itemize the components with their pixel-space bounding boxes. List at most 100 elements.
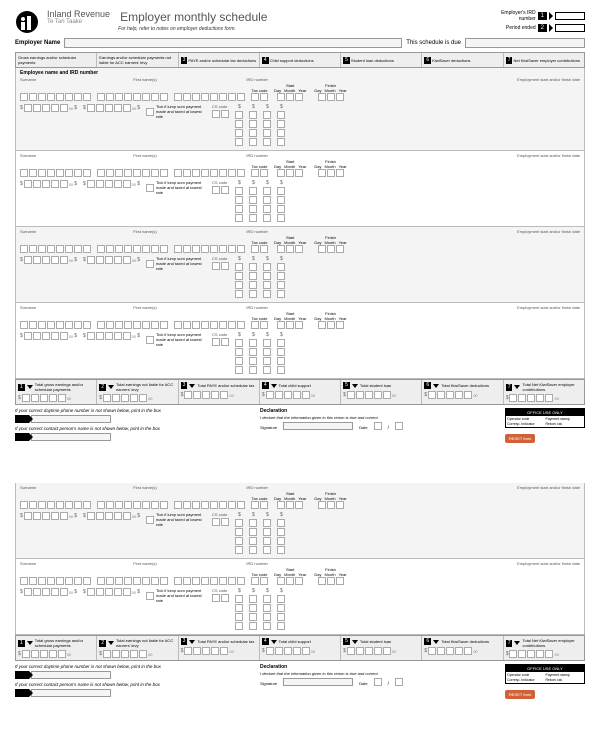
- input-box[interactable]: [249, 272, 257, 280]
- input-box[interactable]: [42, 332, 50, 340]
- input-box[interactable]: [58, 394, 66, 402]
- input-box[interactable]: [51, 588, 59, 596]
- input-box[interactable]: [235, 281, 243, 289]
- input-box[interactable]: [105, 332, 113, 340]
- input-box[interactable]: [97, 245, 105, 253]
- input-box[interactable]: [249, 622, 257, 630]
- input-box[interactable]: [97, 169, 105, 177]
- input-box[interactable]: [33, 588, 41, 596]
- input-box[interactable]: [174, 93, 182, 101]
- input-box[interactable]: [38, 169, 46, 177]
- input-box[interactable]: [20, 321, 28, 329]
- input-box[interactable]: [124, 169, 132, 177]
- input-box[interactable]: [365, 391, 373, 399]
- input-box[interactable]: [235, 595, 243, 603]
- input-box[interactable]: [228, 169, 236, 177]
- employer-name-field[interactable]: [64, 38, 402, 48]
- input-box[interactable]: [151, 93, 159, 101]
- input-box[interactable]: [277, 357, 285, 365]
- input-box[interactable]: [249, 111, 257, 119]
- input-box[interactable]: [24, 256, 32, 264]
- input-box[interactable]: [20, 93, 28, 101]
- input-box[interactable]: [263, 196, 271, 204]
- input-box[interactable]: [124, 245, 132, 253]
- input-box[interactable]: [38, 93, 46, 101]
- input-box[interactable]: [219, 321, 227, 329]
- input-box[interactable]: [263, 129, 271, 137]
- input-box[interactable]: [277, 281, 285, 289]
- input-box[interactable]: [219, 577, 227, 585]
- phone-field-2[interactable]: [31, 671, 111, 679]
- input-box[interactable]: [29, 93, 37, 101]
- input-box[interactable]: [87, 104, 95, 112]
- input-box[interactable]: [40, 650, 48, 658]
- input-box[interactable]: [33, 512, 41, 520]
- input-box[interactable]: [24, 180, 32, 188]
- input-box[interactable]: [212, 186, 220, 194]
- input-box[interactable]: [249, 357, 257, 365]
- input-box[interactable]: [210, 501, 218, 509]
- input-box[interactable]: [60, 588, 68, 596]
- input-box[interactable]: [536, 394, 544, 402]
- input-box[interactable]: [47, 501, 55, 509]
- signature-field[interactable]: [283, 422, 353, 430]
- input-box[interactable]: [277, 263, 285, 271]
- input-box[interactable]: [263, 187, 271, 195]
- input-box[interactable]: [192, 93, 200, 101]
- input-box[interactable]: [235, 357, 243, 365]
- input-box[interactable]: [318, 245, 326, 253]
- input-box[interactable]: [228, 501, 236, 509]
- input-box[interactable]: [545, 394, 553, 402]
- input-box[interactable]: [327, 321, 335, 329]
- input-box[interactable]: [277, 501, 285, 509]
- input-box[interactable]: [115, 321, 123, 329]
- date-m[interactable]: [395, 422, 403, 430]
- input-box[interactable]: [20, 169, 28, 177]
- input-box[interactable]: [105, 180, 113, 188]
- input-box[interactable]: [263, 528, 271, 536]
- input-box[interactable]: [142, 321, 150, 329]
- input-box[interactable]: [249, 613, 257, 621]
- input-box[interactable]: [142, 577, 150, 585]
- input-box[interactable]: [114, 104, 122, 112]
- input-box[interactable]: [87, 588, 95, 596]
- input-box[interactable]: [210, 577, 218, 585]
- input-box[interactable]: [277, 129, 285, 137]
- input-box[interactable]: [260, 245, 268, 253]
- input-box[interactable]: [124, 501, 132, 509]
- input-box[interactable]: [201, 501, 209, 509]
- input-box[interactable]: [464, 391, 472, 399]
- input-box[interactable]: [115, 501, 123, 509]
- input-box[interactable]: [151, 245, 159, 253]
- input-box[interactable]: [509, 394, 517, 402]
- input-box[interactable]: [121, 650, 129, 658]
- input-box[interactable]: [249, 129, 257, 137]
- input-box[interactable]: [318, 93, 326, 101]
- input-box[interactable]: [33, 180, 41, 188]
- input-box[interactable]: [74, 245, 82, 253]
- input-box[interactable]: [295, 501, 303, 509]
- input-box[interactable]: [263, 595, 271, 603]
- input-box[interactable]: [83, 245, 91, 253]
- input-box[interactable]: [293, 647, 301, 655]
- input-box[interactable]: [263, 546, 271, 554]
- input-box[interactable]: [103, 650, 111, 658]
- input-box[interactable]: [20, 577, 28, 585]
- input-box[interactable]: [183, 93, 191, 101]
- input-box[interactable]: [277, 272, 285, 280]
- input-box[interactable]: [201, 577, 209, 585]
- input-box[interactable]: [374, 391, 382, 399]
- input-box[interactable]: [327, 169, 335, 177]
- input-box[interactable]: [47, 245, 55, 253]
- input-box[interactable]: [96, 180, 104, 188]
- input-box[interactable]: [249, 187, 257, 195]
- input-box[interactable]: [336, 501, 344, 509]
- input-box[interactable]: [56, 321, 64, 329]
- input-box[interactable]: [327, 93, 335, 101]
- input-box[interactable]: [235, 138, 243, 146]
- input-box[interactable]: [56, 93, 64, 101]
- input-box[interactable]: [260, 321, 268, 329]
- input-box[interactable]: [139, 394, 147, 402]
- input-box[interactable]: [183, 321, 191, 329]
- input-box[interactable]: [124, 93, 132, 101]
